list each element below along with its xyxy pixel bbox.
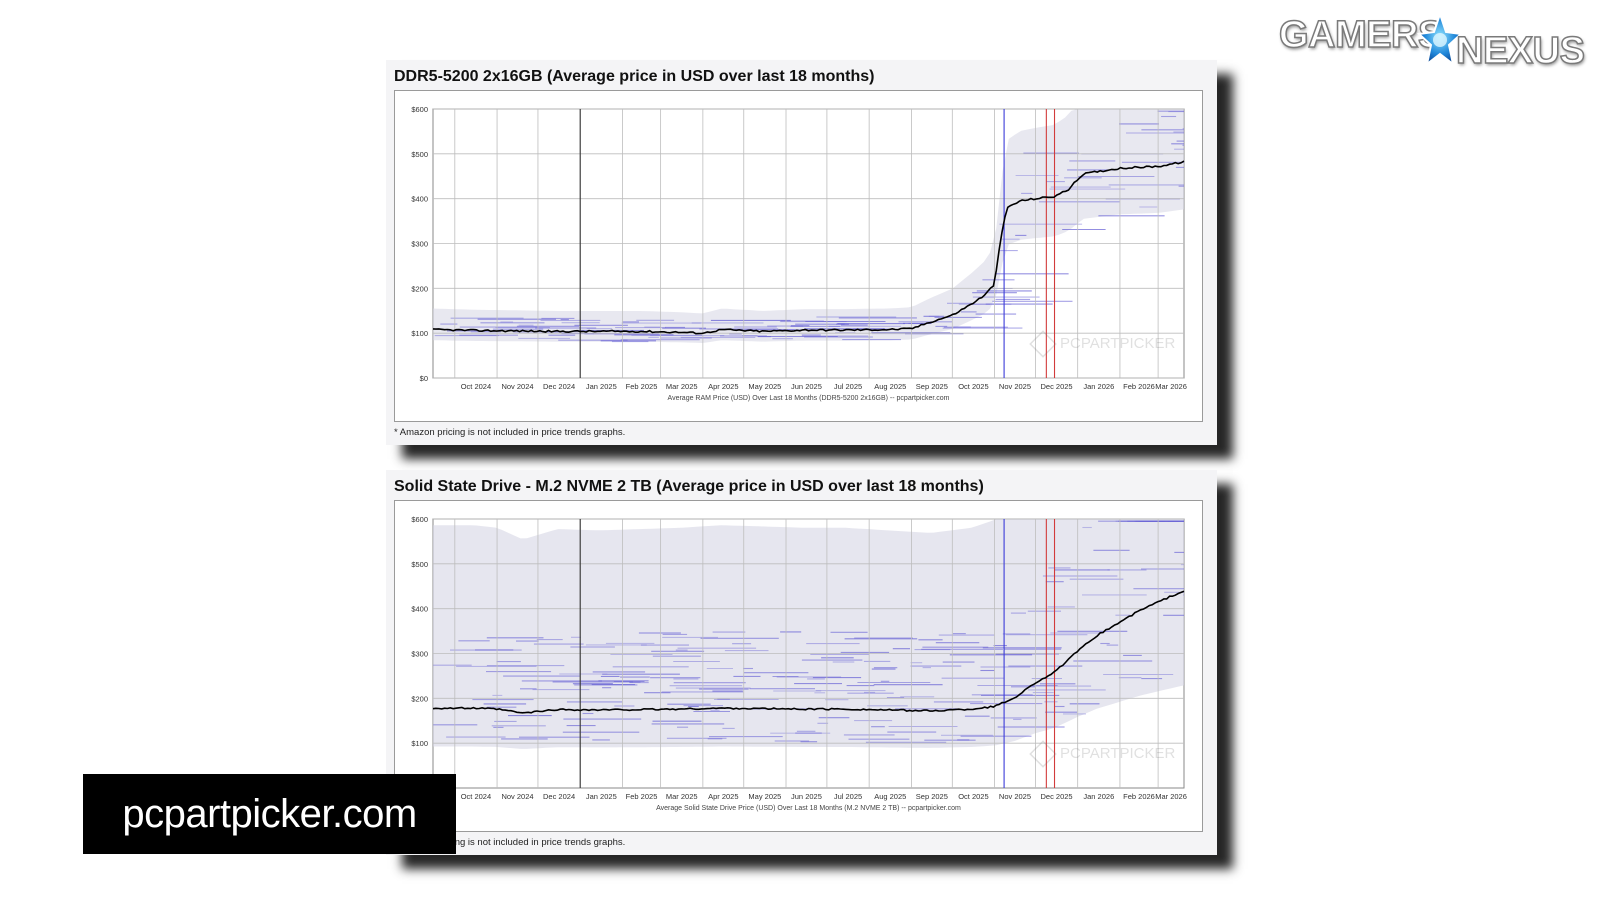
source-banner: pcpartpicker.com bbox=[83, 774, 456, 854]
ram-x-tick-label: Dec 2024 bbox=[543, 382, 575, 391]
ssd-price-chart-panel: Solid State Drive - M.2 NVME 2 TB (Avera… bbox=[386, 470, 1217, 855]
logo-word-gamers: GAMERS bbox=[1278, 13, 1444, 57]
gamers-nexus-logo: GAMERS NEXUS bbox=[1278, 10, 1589, 74]
ssd-price-chart: PCPARTPICKER $100 $200 $300 $400 $500 $600 Oct … bbox=[411, 515, 1187, 812]
ssd-pcpartpicker-watermark: PCPARTPICKER bbox=[1029, 740, 1175, 768]
ssd-x-tick-label: Jul 2025 bbox=[834, 792, 862, 801]
ram-y-tick-label: $300 bbox=[411, 240, 428, 249]
ram-price-range-band bbox=[433, 109, 1184, 343]
ssd-x-tick-label: Apr 2025 bbox=[708, 792, 738, 801]
ssd-y-tick-label: $400 bbox=[411, 605, 428, 614]
ram-chart-frame: PCPARTPICKER $0 $100 $200 $300 $400 $500 $600 Oc… bbox=[394, 90, 1203, 422]
ram-price-chart: PCPARTPICKER $0 $100 $200 $300 $400 $500 $600 Oc… bbox=[411, 105, 1187, 402]
ram-y-tick-label: $600 bbox=[411, 105, 428, 114]
ram-y-tick-label: $200 bbox=[411, 284, 428, 293]
ssd-watermark-box-icon bbox=[1029, 740, 1057, 768]
ssd-x-tick-label: Feb 2025 bbox=[626, 792, 658, 801]
ssd-average-price-line bbox=[432, 590, 1185, 714]
ram-x-tick-label: Feb 2026 bbox=[1123, 382, 1155, 391]
ram-x-tick-label: Feb 2025 bbox=[626, 382, 658, 391]
ram-x-tick-label: Apr 2025 bbox=[708, 382, 738, 391]
ssd-x-tick-label: May 2025 bbox=[748, 792, 781, 801]
ssd-x-tick-label: Sep 2025 bbox=[916, 792, 948, 801]
ssd-y-tick-label: $200 bbox=[411, 694, 428, 703]
ssd-x-tick-label: Mar 2026 bbox=[1155, 792, 1187, 801]
ssd-listing-lines bbox=[433, 520, 1184, 743]
ram-x-tick-label: Oct 2025 bbox=[958, 382, 988, 391]
ram-x-tick-label: Jan 2025 bbox=[586, 382, 617, 391]
ram-x-axis-label: Average RAM Price (USD) Over Last 18 Mon… bbox=[668, 395, 950, 402]
ssd-x-tick-label: Oct 2025 bbox=[958, 792, 988, 801]
ssd-price-range-fill bbox=[433, 519, 1184, 749]
ssd-y-tick-label: $500 bbox=[411, 560, 428, 569]
ram-average-price-line bbox=[432, 160, 1185, 335]
ram-x-tick-label: Sep 2025 bbox=[916, 382, 948, 391]
ram-price-range-fill bbox=[433, 109, 1184, 343]
ram-y-tick-label: $400 bbox=[411, 195, 428, 204]
ram-price-chart-panel: DDR5-5200 2x16GB (Average price in USD o… bbox=[386, 60, 1217, 445]
ssd-x-tick-label: Jun 2025 bbox=[791, 792, 822, 801]
ram-x-tick-label: Dec 2025 bbox=[1041, 382, 1073, 391]
ssd-x-tick-label: Dec 2024 bbox=[543, 792, 575, 801]
ssd-chart-frame: PCPARTPICKER $100 $200 $300 $400 $500 $600 Oct … bbox=[394, 500, 1203, 832]
ssd-x-axis-label: Average Solid State Drive Price (USD) Ov… bbox=[656, 805, 961, 812]
ram-y-tick-label: $0 bbox=[420, 374, 428, 383]
ram-pcpartpicker-watermark: PCPARTPICKER bbox=[1029, 330, 1175, 358]
ssd-x-tick-label: Jan 2025 bbox=[586, 792, 617, 801]
ram-x-tick-label: Jun 2025 bbox=[791, 382, 822, 391]
ssd-y-tick-label: $600 bbox=[411, 515, 428, 524]
ssd-gridlines bbox=[433, 518, 1184, 788]
ssd-x-tick-label: Nov 2024 bbox=[501, 792, 533, 801]
ram-x-tick-label: Mar 2026 bbox=[1155, 382, 1187, 391]
ssd-watermark-text: PCPARTPICKER bbox=[1060, 745, 1175, 762]
ram-x-tick-label: Nov 2025 bbox=[999, 382, 1031, 391]
ssd-chart-title: Solid State Drive - M.2 NVME 2 TB (Avera… bbox=[394, 478, 984, 495]
ram-y-tick-label: $500 bbox=[411, 150, 428, 159]
ssd-x-tick-label: Aug 2025 bbox=[874, 792, 906, 801]
ssd-x-tick-label: Feb 2026 bbox=[1123, 792, 1155, 801]
ssd-y-tick-label: $300 bbox=[411, 650, 428, 659]
ssd-x-tick-label: Nov 2025 bbox=[999, 792, 1031, 801]
ssd-price-range-band bbox=[433, 519, 1184, 749]
ssd-x-tick-label: Oct 2024 bbox=[461, 792, 491, 801]
ram-x-tick-label: Nov 2024 bbox=[501, 382, 533, 391]
ram-gridlines bbox=[433, 108, 1184, 379]
ssd-y-tick-label: $100 bbox=[411, 739, 428, 748]
ram-x-tick-label: Oct 2024 bbox=[461, 382, 491, 391]
logo-word-nexus: NEXUS bbox=[1455, 29, 1585, 73]
ram-chart-title: DDR5-5200 2x16GB (Average price in USD o… bbox=[394, 68, 875, 85]
ram-watermark-text: PCPARTPICKER bbox=[1060, 335, 1175, 352]
ram-chart-footnote: * Amazon pricing is not included in pric… bbox=[394, 427, 626, 438]
source-banner-text: pcpartpicker.com bbox=[122, 791, 417, 836]
ram-x-tick-label: Aug 2025 bbox=[874, 382, 906, 391]
ram-watermark-box-icon bbox=[1029, 330, 1057, 358]
ram-y-tick-label: $100 bbox=[411, 329, 428, 338]
ram-x-tick-label: May 2025 bbox=[748, 382, 781, 391]
ram-x-tick-label: Mar 2025 bbox=[666, 382, 698, 391]
ram-x-tick-label: Jan 2026 bbox=[1083, 382, 1114, 391]
ssd-x-tick-label: Jan 2026 bbox=[1083, 792, 1114, 801]
ssd-chart-footnote: * Amazon pricing is not included in pric… bbox=[394, 837, 626, 848]
ssd-x-tick-label: Dec 2025 bbox=[1041, 792, 1073, 801]
ssd-x-tick-label: Mar 2025 bbox=[666, 792, 698, 801]
gn-star-logo-icon bbox=[1417, 12, 1463, 67]
ram-x-tick-label: Jul 2025 bbox=[834, 382, 862, 391]
